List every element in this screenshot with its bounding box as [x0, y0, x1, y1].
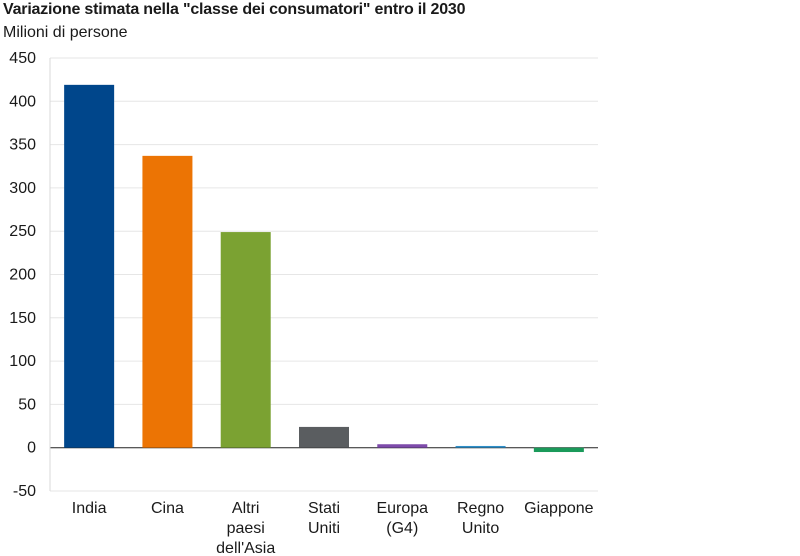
x-tick-label: Unito	[462, 520, 499, 537]
x-tick-label: Altri	[232, 500, 260, 517]
x-tick-label: Stati	[308, 500, 340, 517]
y-tick-label: 400	[9, 93, 36, 110]
x-tick-label: Giappone	[524, 500, 593, 517]
y-tick-label: 100	[9, 353, 36, 370]
chart-title: Variazione stimata nella "classe dei con…	[3, 1, 466, 18]
bar	[455, 445, 506, 448]
y-tick-label: 150	[9, 310, 36, 327]
x-tick-label: India	[72, 500, 107, 517]
y-tick-label: 450	[9, 50, 36, 67]
y-tick-label: 0	[27, 440, 36, 457]
y-tick-label: 250	[9, 223, 36, 240]
bar	[64, 84, 115, 448]
y-tick-label: 200	[9, 267, 36, 284]
bar	[142, 155, 193, 448]
chart-subtitle: Milioni di persone	[3, 24, 128, 41]
bar	[299, 426, 349, 448]
y-tick-label: 300	[9, 180, 36, 197]
x-tick-label: Cina	[151, 500, 184, 517]
x-tick-label: Uniti	[308, 520, 340, 537]
y-tick-label: -50	[13, 483, 36, 500]
x-tick-label: Europa	[376, 500, 428, 517]
x-tick-label: paesi	[227, 520, 265, 537]
y-tick-label: 50	[18, 396, 36, 413]
x-tick-label: Regno	[457, 500, 504, 517]
bar	[220, 232, 271, 448]
x-tick-label: (G4)	[386, 520, 418, 537]
bar	[377, 444, 428, 448]
x-tick-label: dell'Asia	[216, 540, 275, 556]
y-tick-label: 350	[9, 137, 36, 154]
bar	[533, 447, 584, 453]
